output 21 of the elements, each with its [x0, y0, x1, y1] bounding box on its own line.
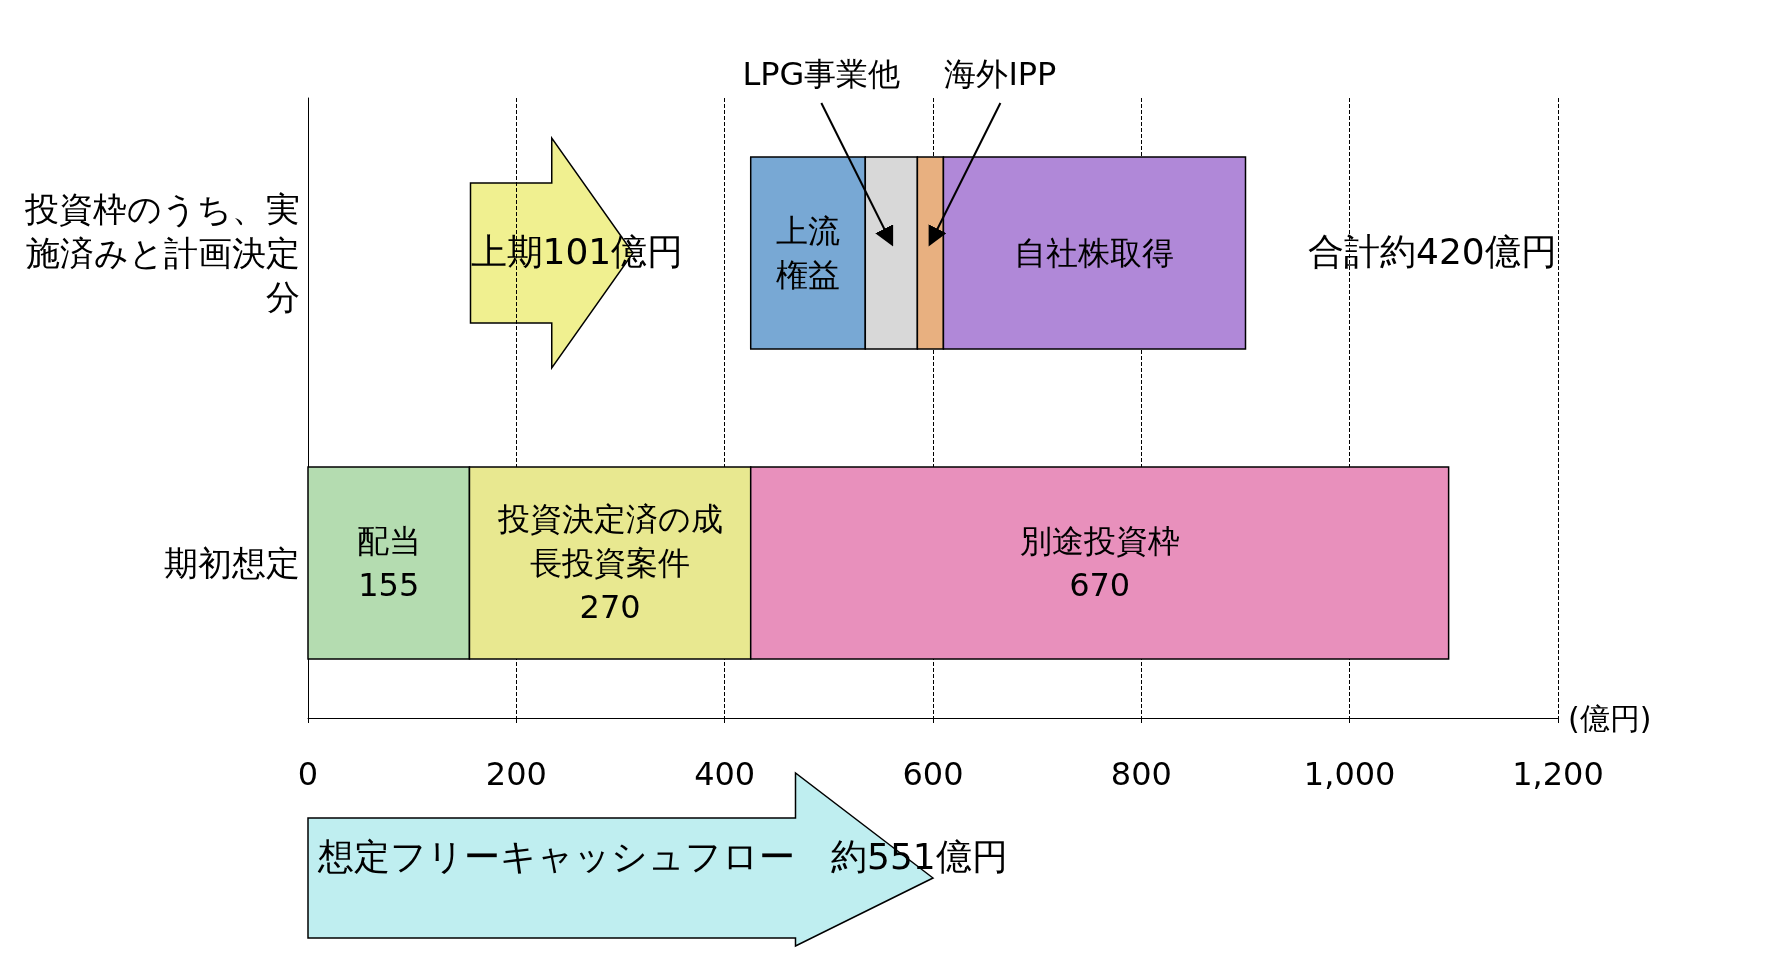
x-tick-label: 600	[902, 755, 964, 793]
data-label: 670	[1069, 566, 1131, 604]
y-tick-label: 投資枠のうち、実施済みと計画決定分	[24, 189, 300, 317]
series-label: 投資決定済の成長投資案件	[496, 500, 723, 582]
data-label: 155	[358, 566, 420, 604]
x-tick-label: 800	[1110, 755, 1172, 793]
data-label: 270	[579, 588, 641, 626]
annotation: 合計約420億円	[1308, 230, 1557, 272]
x-tick-label: 0	[297, 755, 319, 793]
series-label: LPG事業他	[742, 55, 901, 94]
x-axis-title: (億円)	[1568, 700, 1652, 736]
series-label: 上流権益	[776, 212, 840, 294]
series-label: 海外IPP	[944, 55, 1057, 94]
x-tick-label: 1,200	[1512, 755, 1604, 793]
x-tick-label: 400	[694, 755, 756, 793]
x-tick-label: 1,000	[1303, 755, 1396, 793]
y-tick-label: 期初想定	[164, 543, 300, 583]
x-tick-label: 200	[485, 755, 547, 793]
series-label: 自社株取得	[1014, 234, 1175, 272]
series-label: 配当	[356, 522, 421, 560]
series-label: 別途投資枠	[1019, 522, 1180, 560]
